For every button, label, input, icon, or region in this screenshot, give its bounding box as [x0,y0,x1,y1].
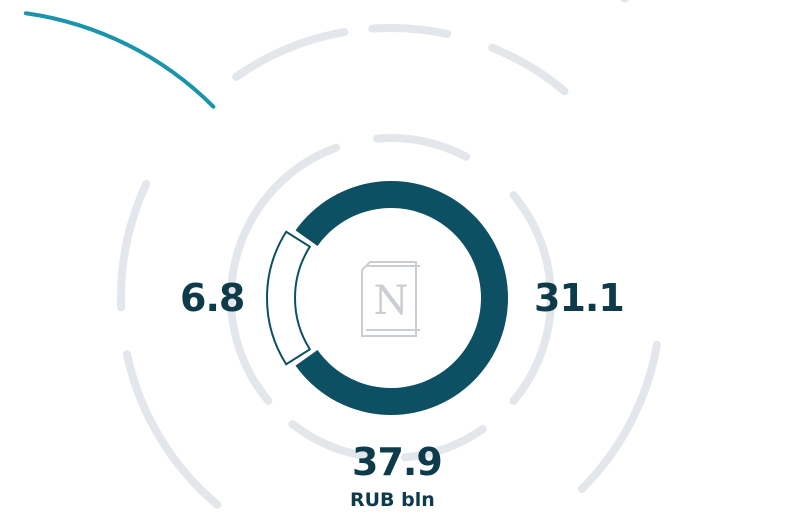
decor-arc-0 [264,143,341,200]
decor-arc-6 [232,28,349,81]
unit-label: RUB bln [350,489,435,511]
package-icon-outline [361,261,417,337]
decor-arc-2 [509,191,556,405]
logo-letter: N [374,278,409,324]
decor-arc-9 [577,340,661,493]
decor-arc-7 [368,24,452,38]
decor-arc-5 [226,191,273,405]
decor-arc-10 [122,350,222,509]
accent-arcs [23,11,216,109]
decor-arc-11 [117,179,151,312]
decor-arc-8 [488,43,569,96]
package-icon-top [366,265,420,331]
decor-arc-1 [373,134,471,161]
decor-arc-3 [400,425,487,462]
value-label-right: 31.1 [534,276,625,320]
package-icon: N [361,261,420,337]
donut-segments [265,181,509,415]
decor-arc-4 [288,420,373,461]
total-value-label: 37.9 [352,440,443,484]
donut-segment-minor [265,230,312,366]
decorative-arcs [117,0,661,509]
value-label-left: 6.8 [180,276,245,320]
accent-arc-top [23,11,216,109]
